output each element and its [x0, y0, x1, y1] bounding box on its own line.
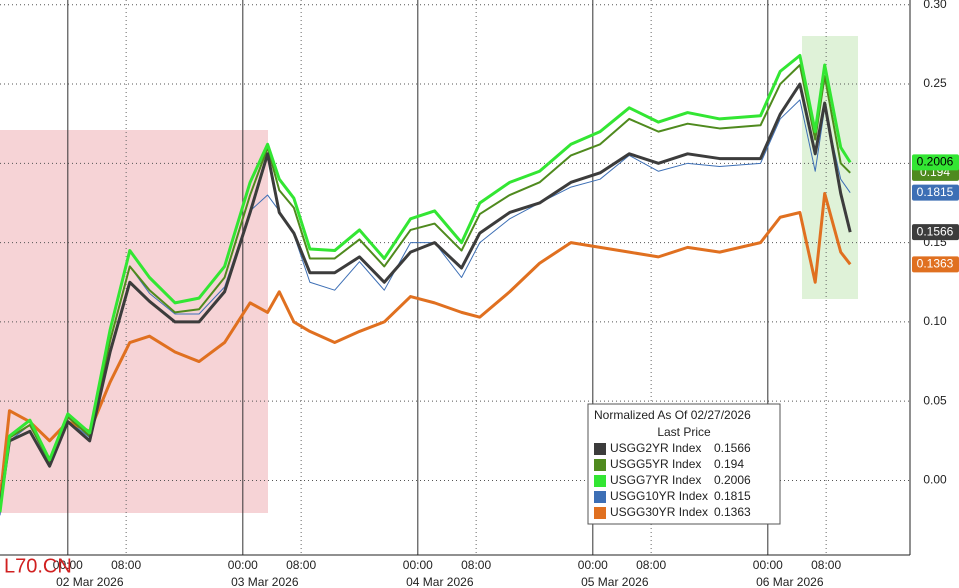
- last-value-label: 0.1815: [917, 185, 954, 199]
- date-label: 02 Mar 2026: [56, 575, 124, 588]
- legend-subtitle: Last Price: [657, 425, 711, 439]
- legend-value: 0.194: [714, 457, 744, 471]
- legend-label: USGG7YR Index: [610, 473, 701, 487]
- legend: Normalized As Of 02/27/2026 Last Price U…: [587, 403, 781, 525]
- x-tick-label: 08:00: [811, 558, 841, 572]
- x-tick-label: 08:00: [111, 558, 141, 572]
- y-tick-label: 0.10: [923, 314, 947, 328]
- legend-value: 0.1363: [714, 505, 751, 519]
- legend-value: 0.2006: [714, 473, 751, 487]
- legend-swatch: [594, 507, 606, 519]
- legend-swatch: [594, 443, 606, 455]
- legend-title: Normalized As Of 02/27/2026: [594, 408, 751, 422]
- last-value-label: 0.1363: [917, 257, 954, 271]
- grid: [0, 0, 910, 555]
- series-line: [0, 54, 852, 513]
- date-label: 03 Mar 2026: [231, 575, 299, 588]
- x-tick-label: 00:00: [753, 558, 783, 572]
- series-line: [0, 191, 852, 500]
- last-value-box: [912, 184, 959, 201]
- lines: [0, 54, 852, 516]
- date-label: 06 Mar 2026: [756, 575, 824, 588]
- last-value-label: 0.1566: [917, 224, 954, 238]
- legend-label: USGG5YR Index: [610, 457, 701, 471]
- x-tick-label: 00:00: [403, 558, 433, 572]
- x-tick-label: 00:00: [53, 558, 83, 572]
- highlight-region: [802, 36, 858, 299]
- legend-box: [587, 403, 781, 525]
- last-value-box: [912, 224, 959, 241]
- legend-value: 0.1566: [714, 441, 751, 455]
- series-line: [0, 64, 851, 510]
- legend-items: USGG2YR Index 0.1566 USGG5YR Index 0.194 USG…: [594, 441, 751, 519]
- x-tick-label: 08:00: [461, 558, 491, 572]
- x-tick-label: 00:00: [228, 558, 258, 572]
- date-label: 05 Mar 2026: [581, 575, 649, 588]
- x-tick-label: 08:00: [636, 558, 666, 572]
- last-value-box: [912, 256, 959, 273]
- date-label: 04 Mar 2026: [406, 575, 474, 588]
- y-tick-label: 0.00: [923, 473, 947, 487]
- y-tick-label: 0.30: [923, 0, 947, 11]
- y-tick-label: 0.05: [923, 393, 947, 407]
- x-tick-label: 00:00: [578, 558, 608, 572]
- y-tick-label: 0.25: [923, 76, 947, 90]
- legend-swatch: [594, 475, 606, 487]
- legend-value: 0.1815: [714, 489, 751, 503]
- legend-swatch: [594, 459, 606, 471]
- watermark: L70.CN: [4, 555, 72, 577]
- legend-label: USGG10YR Index: [610, 489, 708, 503]
- legend-label: USGG30YR Index: [610, 505, 708, 519]
- last-value-box: [912, 154, 959, 171]
- series-line: [0, 82, 852, 507]
- legend-label: USGG2YR Index: [610, 441, 701, 455]
- last-value-label: 0.2006: [917, 155, 954, 169]
- legend-swatch: [594, 491, 606, 503]
- x-tick-label: 08:00: [286, 558, 316, 572]
